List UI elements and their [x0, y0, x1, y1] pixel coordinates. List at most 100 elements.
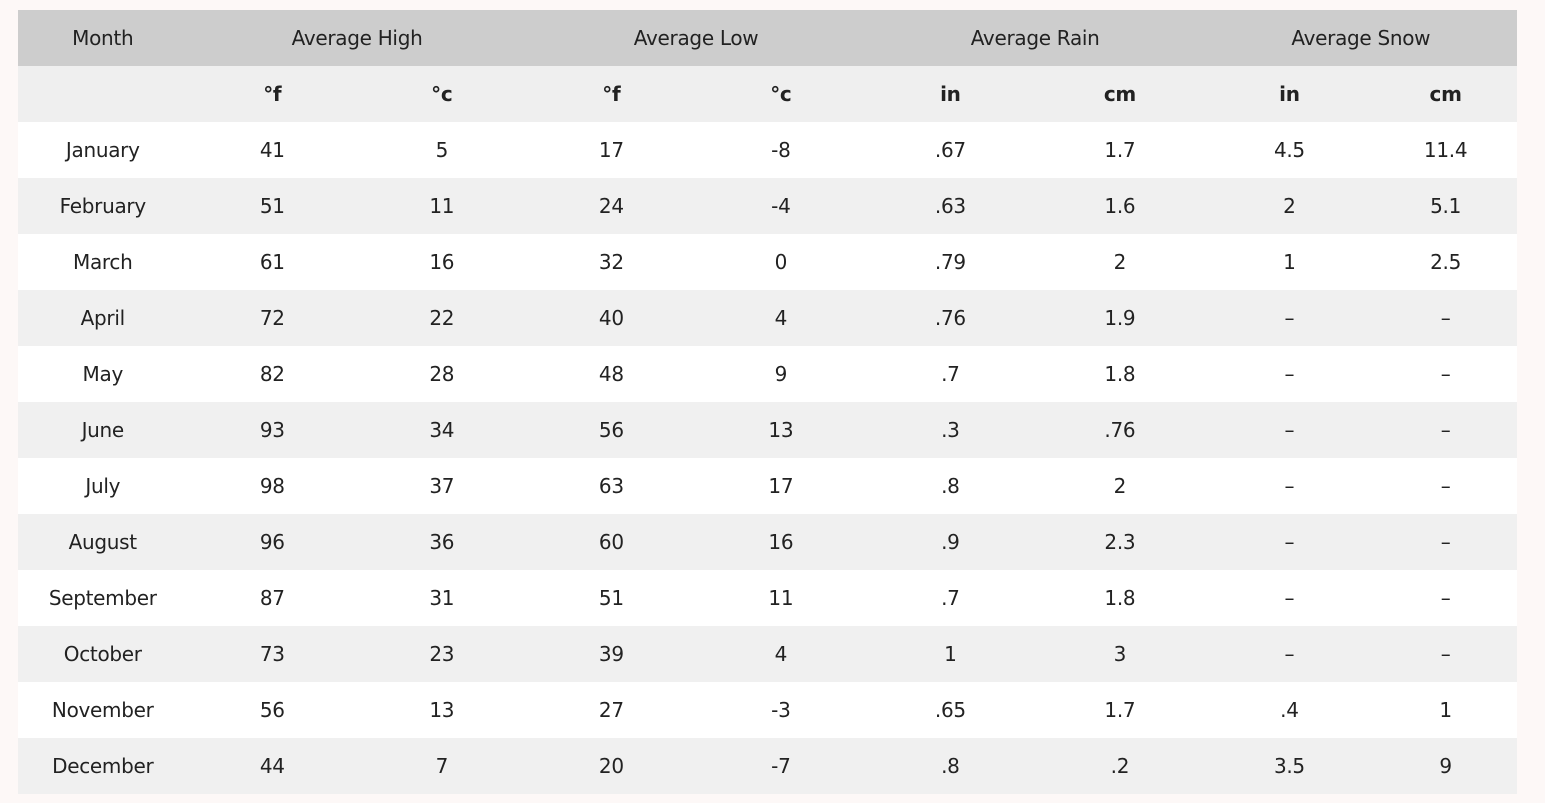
value-cell: 72	[187, 290, 358, 346]
value-cell: 34	[357, 402, 527, 458]
table-row: February 51 11 24 -4.63 1.6 2 5.1	[18, 178, 1517, 234]
value-cell: 28	[357, 346, 527, 402]
table-row: April 72 22 40 4.76 1.9– –	[18, 290, 1517, 346]
unit-header: in	[865, 66, 1036, 122]
value-cell: -7	[696, 738, 866, 794]
unit-header: cm	[1374, 66, 1517, 122]
value-cell: –	[1374, 458, 1517, 514]
value-cell: –	[1374, 346, 1517, 402]
value-cell: –	[1204, 346, 1375, 402]
value-cell: 63	[526, 458, 697, 514]
value-cell: .8	[865, 738, 1036, 794]
month-cell: December	[18, 738, 188, 794]
value-cell: 39	[526, 626, 697, 682]
value-cell: 13	[357, 682, 527, 738]
unit-header: °f	[526, 66, 697, 122]
table-body: January 41 5 17 -8.67 1.7 4.5 11.4 February 51 11 2…	[18, 122, 1517, 794]
value-cell: 5	[357, 122, 527, 178]
value-cell: 20	[526, 738, 697, 794]
value-cell: 17	[696, 458, 866, 514]
value-cell: 87	[187, 570, 358, 626]
value-cell: 1.7	[1035, 122, 1205, 178]
unit-header: °c	[357, 66, 527, 122]
value-cell: –	[1204, 570, 1375, 626]
unit-header: cm	[1035, 66, 1205, 122]
value-cell: 1	[865, 626, 1036, 682]
value-cell: 2.5	[1374, 234, 1517, 290]
header-row: Month Average High Average Low Average Rain…	[18, 10, 1517, 66]
value-cell: 60	[526, 514, 697, 570]
value-cell: .8	[865, 458, 1036, 514]
value-cell: 11	[357, 178, 527, 234]
value-cell: 13	[696, 402, 866, 458]
value-cell: 11.4	[1374, 122, 1517, 178]
value-cell: 3	[1035, 626, 1205, 682]
value-cell: –	[1374, 402, 1517, 458]
month-cell: May	[18, 346, 188, 402]
value-cell: 24	[526, 178, 697, 234]
table-row: March 61 16 32 0.79 2 1 2.5	[18, 234, 1517, 290]
group-header: Average Low	[526, 10, 866, 66]
value-cell: 3.5	[1204, 738, 1375, 794]
value-cell: 2	[1204, 178, 1375, 234]
value-cell: 56	[187, 682, 358, 738]
value-cell: 98	[187, 458, 358, 514]
unit-header: in	[1204, 66, 1375, 122]
value-cell: 1	[1374, 682, 1517, 738]
value-cell: .4	[1204, 682, 1375, 738]
table-row: January 41 5 17 -8.67 1.7 4.5 11.4	[18, 122, 1517, 178]
value-cell: 5.1	[1374, 178, 1517, 234]
value-cell: –	[1374, 290, 1517, 346]
table-row: July 98 37 63 17.8 2– –	[18, 458, 1517, 514]
value-cell: 51	[187, 178, 358, 234]
value-cell: 1.6	[1035, 178, 1205, 234]
value-cell: 1.7	[1035, 682, 1205, 738]
value-cell: .76	[1035, 402, 1205, 458]
weather-table: Month Average High Average Low Average Rain…	[18, 10, 1517, 794]
month-cell: February	[18, 178, 188, 234]
value-cell: 82	[187, 346, 358, 402]
value-cell: 73	[187, 626, 358, 682]
table-row: December 44 7 20 -7.8.2 3.5 9	[18, 738, 1517, 794]
value-cell: .3	[865, 402, 1036, 458]
month-cell: July	[18, 458, 188, 514]
month-header: Month	[18, 10, 188, 66]
value-cell: 96	[187, 514, 358, 570]
month-cell: April	[18, 290, 188, 346]
value-cell: 56	[526, 402, 697, 458]
value-cell: 37	[357, 458, 527, 514]
value-cell: 2	[1035, 234, 1205, 290]
month-cell: November	[18, 682, 188, 738]
value-cell: 4	[696, 626, 866, 682]
value-cell: -8	[696, 122, 866, 178]
unit-header: °c	[696, 66, 866, 122]
value-cell: 44	[187, 738, 358, 794]
value-cell: .63	[865, 178, 1036, 234]
table-row: August 96 36 60 16.9 2.3– –	[18, 514, 1517, 570]
value-cell: .67	[865, 122, 1036, 178]
value-cell: 93	[187, 402, 358, 458]
value-cell: –	[1204, 626, 1375, 682]
table-row: October 73 23 39 4 1 3– –	[18, 626, 1517, 682]
month-cell: January	[18, 122, 188, 178]
value-cell: 1.9	[1035, 290, 1205, 346]
value-cell: 31	[357, 570, 527, 626]
value-cell: 22	[357, 290, 527, 346]
table-row: September 87 31 51 11.7 1.8– –	[18, 570, 1517, 626]
group-header: Average Rain	[865, 10, 1205, 66]
value-cell: .7	[865, 570, 1036, 626]
month-cell: August	[18, 514, 188, 570]
table-row: November 56 13 27 -3.65 1.7.4 1	[18, 682, 1517, 738]
value-cell: 1.8	[1035, 570, 1205, 626]
value-cell: .65	[865, 682, 1036, 738]
group-header: Average High	[187, 10, 527, 66]
value-cell: 1	[1204, 234, 1375, 290]
table-row: June 93 34 56 13.3.76– –	[18, 402, 1517, 458]
value-cell: –	[1204, 290, 1375, 346]
value-cell: 32	[526, 234, 697, 290]
value-cell: 0	[696, 234, 866, 290]
value-cell: .2	[1035, 738, 1205, 794]
value-cell: .76	[865, 290, 1036, 346]
value-cell: 4.5	[1204, 122, 1375, 178]
group-header: Average Snow	[1204, 10, 1517, 66]
